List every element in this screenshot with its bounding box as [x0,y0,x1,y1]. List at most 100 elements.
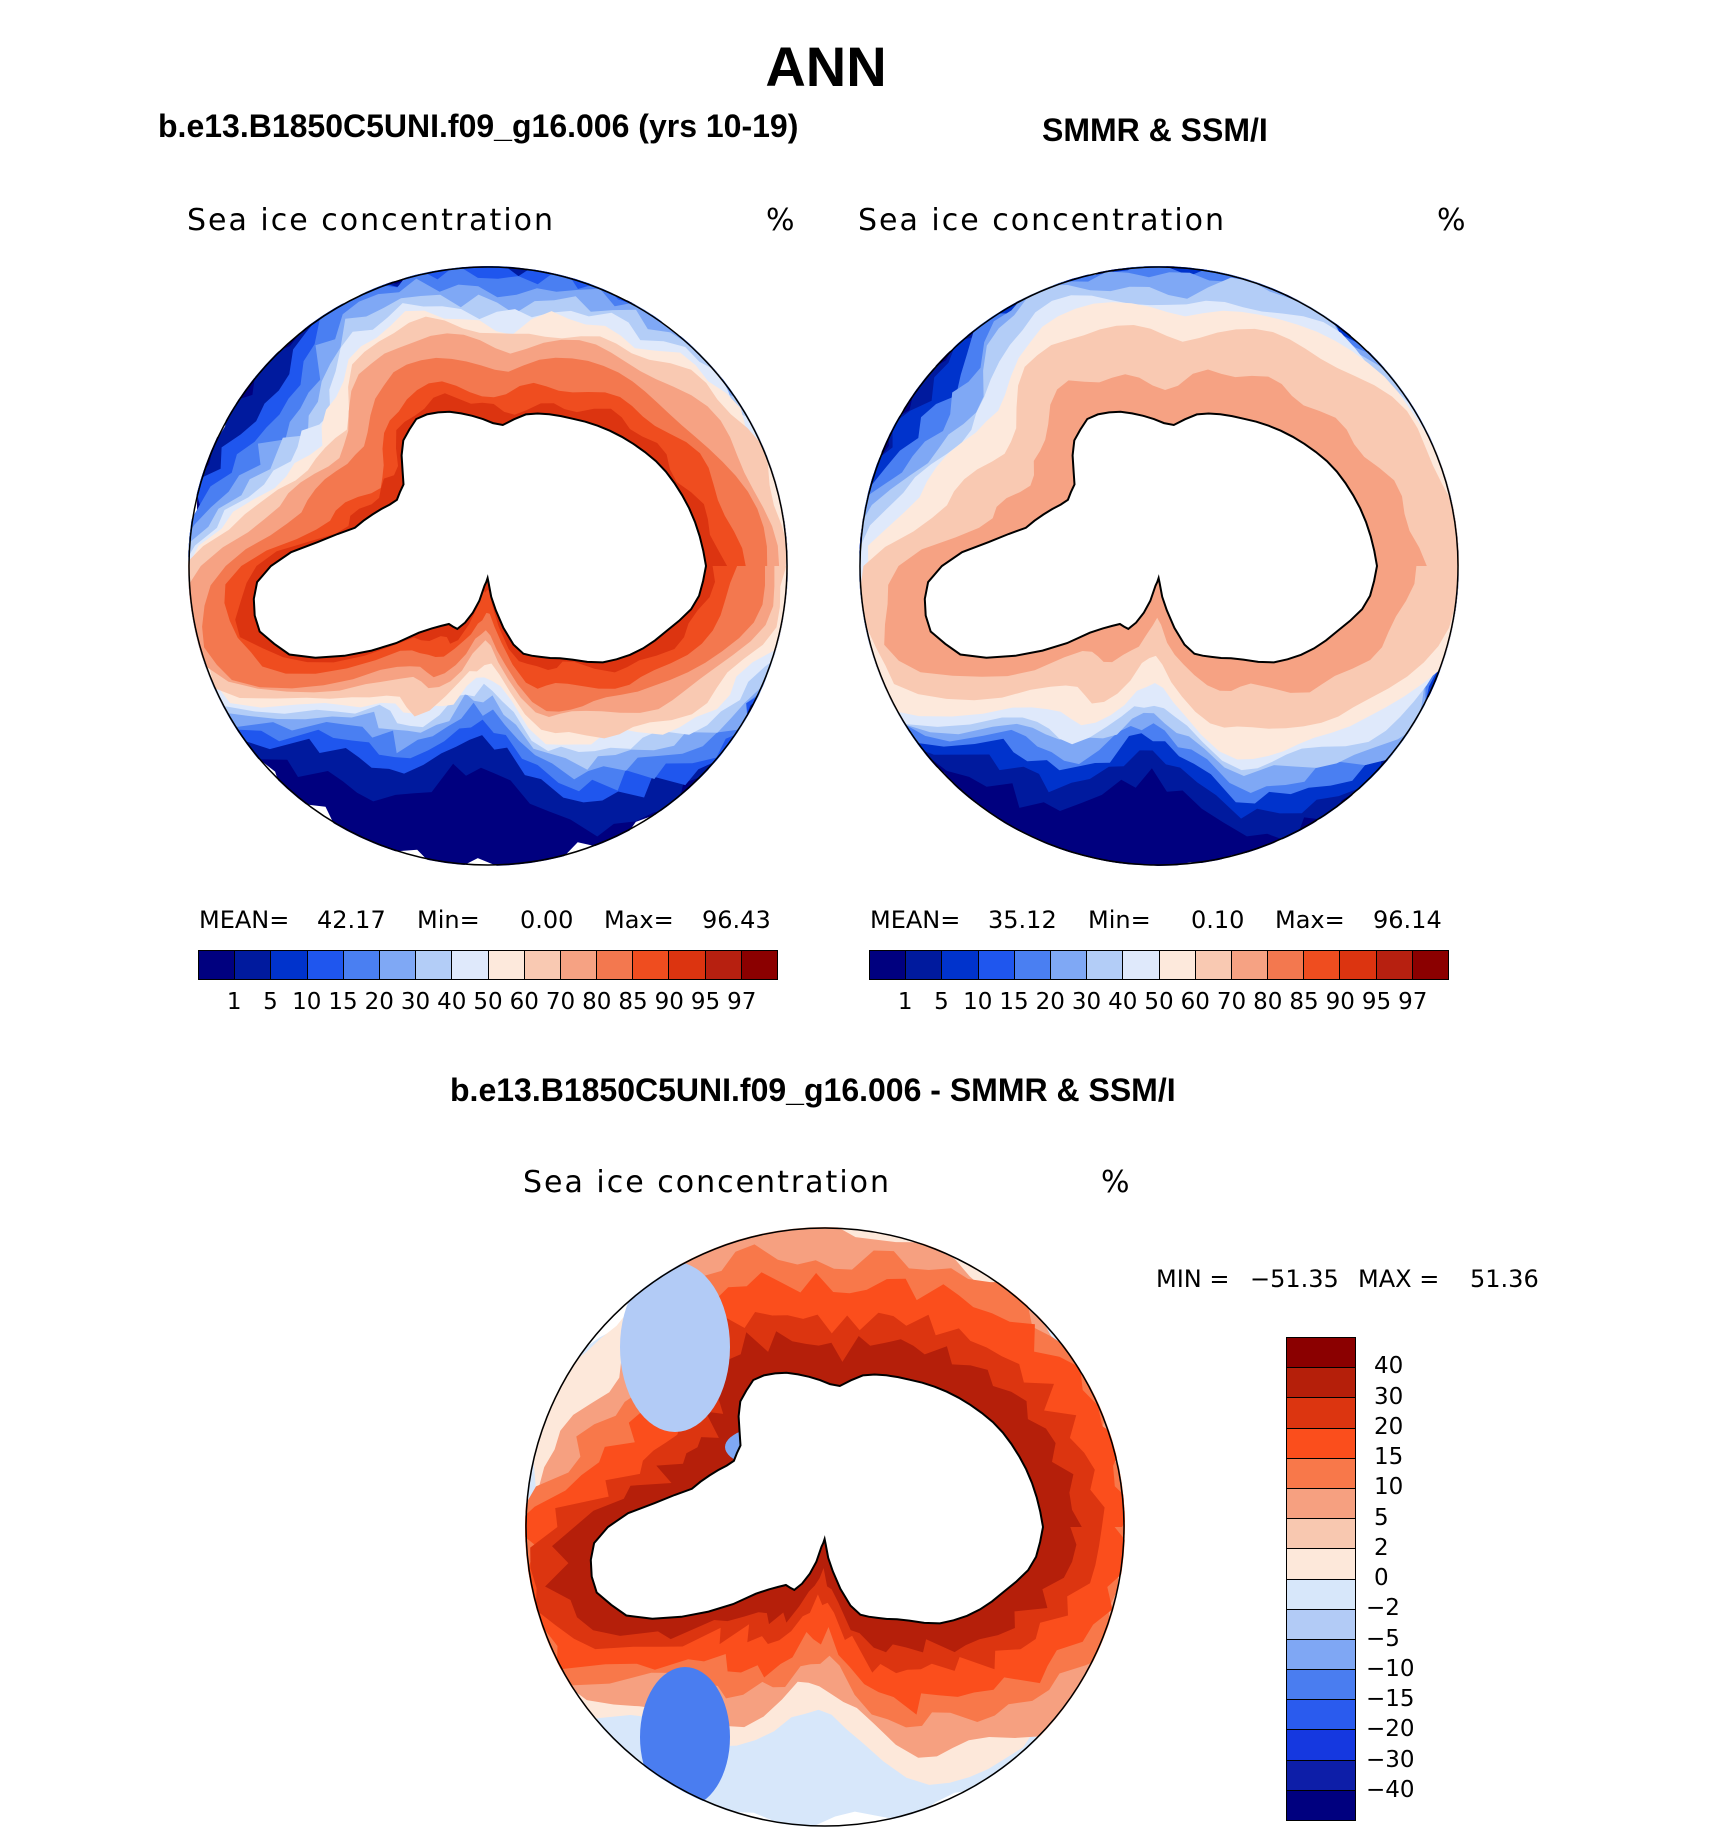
panel-model-colorbar-tick-label: 70 [545,989,576,1015]
panel-obs-colorbar-tick-label: 40 [1108,989,1138,1015]
panel-model-colorbar-tick-label: 30 [400,989,431,1015]
panel-obs-min-value: 0.10 [1191,906,1245,934]
panel-diff-colorbar-swatch [1287,1519,1355,1550]
panel-obs-colorbar-swatch [1340,951,1377,979]
panel-obs-colorbar-tick-label: 97 [1398,989,1428,1015]
panel-model-colorbar-swatch [524,951,561,979]
panel-obs-colorbar-swatch [1412,951,1448,979]
panel-diff-min-label: MIN = [1156,1265,1230,1293]
page-title: ANN [765,35,887,98]
panel-model-colorbar-swatch [488,951,525,979]
panel-model-colorbar-swatch [452,951,489,979]
panel-obs-contours [859,266,1459,866]
panel-model-colorbar-swatch [633,951,670,979]
panel-model-colorbar-swatch [741,951,777,979]
panel-model-colorbar-tick-label: 80 [582,989,612,1015]
panel-diff-colorbar-swatch [1287,1670,1355,1701]
panel-diff-colorbar-swatch [1287,1730,1355,1761]
panel-diff-colorbar-swatch [1287,1458,1355,1489]
panel-obs-colorbar-tick-label: 10 [963,989,993,1015]
panel-model-colorbar-tick-label: 5 [263,989,278,1015]
panel-diff-colorbar-swatch [1287,1579,1355,1610]
panel-diff-antarctica-coastline [589,1371,1045,1625]
panel-diff-negative-anomaly [640,1667,730,1807]
panel-obs-colorbar-swatch [1376,951,1413,979]
panel-diff-colorbar-swatch [1287,1790,1355,1820]
panel-model-colorbar-tick-label: 15 [328,989,358,1015]
panel-model-colorbar-swatch [379,951,417,979]
panel-model-colorbar-tick-label: 1 [226,989,242,1015]
panel-diff-colorbar-tick-label: −15 [1366,1686,1415,1712]
panel-diff-colorbar-swatch [1287,1398,1355,1429]
panel-obs-colorbar-tick-label: 60 [1180,989,1210,1015]
panel-obs-colorbar-swatch [1123,951,1160,979]
panel-obs-colorbar-swatch [1014,951,1051,979]
panel-diff-colorbar-tick-label: 5 [1374,1504,1389,1531]
panel-diff-colorbar-tick-label: −20 [1366,1716,1415,1743]
panel-diff-colorbar-swatch [1287,1338,1355,1369]
panel-diff-title: b.e13.B1850C5UNI.f09_g16.006 - SMMR & SS… [450,1072,1176,1108]
panel-diff-colorbar-tick-label: −10 [1366,1655,1415,1682]
panel-model-mean-label: MEAN= [199,906,290,934]
panel-model-contours [188,266,788,866]
panel-diff-contours [525,1227,1125,1827]
panel-obs-colorbar [869,950,1449,980]
panel-obs-colorbar-tick-label: 90 [1325,989,1355,1015]
panel-obs-max-value: 96.14 [1373,906,1442,934]
panel-diff-colorbar-tick-label: 0 [1374,1565,1389,1591]
panel-model-colorbar-tick-label: 50 [473,989,503,1015]
panel-obs-colorbar-swatch [1268,951,1305,979]
panel-obs-colorbar-tick-label: 1 [897,989,913,1015]
panel-model-variable: Sea ice concentration [187,203,556,238]
panel-model-colorbar-tick-label: 90 [654,989,684,1015]
panel-diff-max-value: 51.36 [1470,1265,1539,1293]
panel-obs-colorbar-tick-label: 15 [999,989,1029,1015]
panel-diff-map [525,1227,1125,1827]
panel-model-colorbar [198,950,778,980]
panel-obs-colorbar-swatch [942,951,979,979]
panel-model-colorbar-ticks: 1 5 10 15 20 30 40 50 60 70 80 85 90 95 97 [198,989,778,1019]
panel-obs-colorbar-tick-label: 85 [1289,989,1319,1015]
panel-diff-colorbar-tick-label: 2 [1374,1534,1389,1561]
panel-obs-colorbar-swatch [1304,951,1341,979]
panel-diff-colorbar-tick-label: 10 [1374,1474,1404,1501]
panel-model-min-label: Min= [417,906,480,934]
panel-diff-colorbar-swatch [1287,1760,1355,1791]
panel-model-colorbar-swatch [669,951,706,979]
panel-model-title: b.e13.B1850C5UNI.f09_g16.006 (yrs 10-19) [158,108,799,144]
panel-diff-colorbar-tick-label: 15 [1374,1444,1404,1470]
panel-model-colorbar-tick-label: 10 [292,989,322,1015]
panel-diff-colorbar-tick-label: 30 [1374,1383,1404,1410]
panel-model-colorbar-tick-label: 85 [618,989,648,1015]
panel-model-colorbar-tick-label: 97 [727,989,757,1015]
panel-model-map-border [188,266,788,866]
panel-obs-colorbar-tick-label: 30 [1071,989,1102,1015]
panel-diff-units: % [1101,1165,1132,1200]
panel-obs-colorbar-tick-label: 80 [1253,989,1283,1015]
panel-diff-colorbar-swatch [1287,1549,1355,1580]
panel-model-mean-value: 42.17 [317,906,386,934]
panel-diff-colorbar-tick-label: −2 [1366,1595,1400,1622]
panel-model-max-value: 96.43 [702,906,771,934]
panel-obs-colorbar-swatch [1195,951,1232,979]
panel-obs-colorbar-swatch [1050,951,1088,979]
panel-obs-colorbar-tick-label: 70 [1216,989,1247,1015]
panel-diff-colorbar-swatch [1287,1488,1355,1520]
panel-diff-map-border [525,1227,1125,1827]
panel-model-colorbar-swatch [307,951,344,979]
panel-obs-colorbar-swatch [906,951,943,979]
panel-diff-colorbar-tick-label: −5 [1366,1625,1400,1652]
panel-diff-max-label: MAX = [1358,1265,1440,1293]
panel-diff-colorbar-swatch [1287,1700,1355,1731]
panel-model-colorbar-swatch [416,951,453,979]
panel-diff-colorbar-tick-label: −30 [1366,1746,1415,1773]
panel-diff-colorbar [1286,1337,1356,1821]
panel-diff-colorbar-ticks: 40 30 20 15 10 5 2 0 −2 −5 −10 −15 −20 −30 −40 [1366,1337,1446,1821]
panel-diff-colorbar-tick-label: 40 [1374,1353,1404,1380]
panel-diff-colorbar-swatch [1287,1609,1355,1640]
panel-model-map [188,266,788,866]
panel-obs-variable: Sea ice concentration [858,203,1227,238]
panel-diff-colorbar-swatch [1287,1639,1355,1671]
panel-model-antarctica-coastline [252,410,708,664]
panel-model-colorbar-tick-label: 95 [690,989,721,1015]
